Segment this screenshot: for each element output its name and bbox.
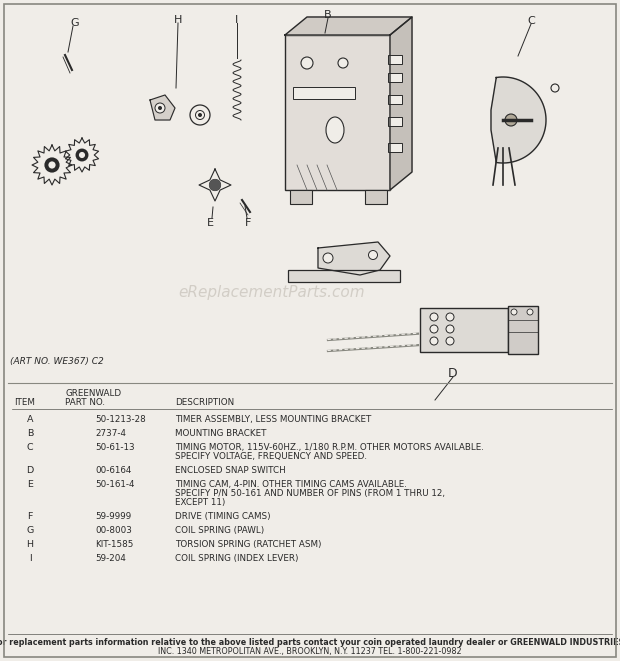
- Text: I: I: [29, 554, 32, 563]
- Circle shape: [155, 103, 165, 113]
- Text: COIL SPRING (INDEX LEVER): COIL SPRING (INDEX LEVER): [175, 554, 298, 563]
- Text: C: C: [27, 443, 33, 452]
- Text: For replacement parts information relative to the above listed parts contact you: For replacement parts information relati…: [0, 638, 620, 647]
- Text: (ART NO. WE367) C2: (ART NO. WE367) C2: [10, 357, 104, 366]
- Circle shape: [212, 182, 218, 188]
- Text: B: B: [324, 10, 332, 20]
- Circle shape: [511, 309, 517, 315]
- Text: D: D: [27, 466, 33, 475]
- Bar: [365, 190, 387, 204]
- Circle shape: [76, 149, 89, 161]
- Text: TIMER ASSEMBLY, LESS MOUNTING BRACKET: TIMER ASSEMBLY, LESS MOUNTING BRACKET: [175, 415, 371, 424]
- Text: B: B: [27, 429, 33, 438]
- Polygon shape: [285, 17, 412, 35]
- Text: DRIVE (TIMING CAMS): DRIVE (TIMING CAMS): [175, 512, 270, 521]
- Circle shape: [527, 309, 533, 315]
- Polygon shape: [390, 17, 412, 190]
- Text: 50-161-4: 50-161-4: [95, 480, 135, 489]
- Text: A: A: [27, 415, 33, 424]
- Text: TIMING CAM, 4-PIN. OTHER TIMING CAMS AVAILABLE.: TIMING CAM, 4-PIN. OTHER TIMING CAMS AVA…: [175, 480, 407, 489]
- Circle shape: [551, 84, 559, 92]
- Text: DESCRIPTION: DESCRIPTION: [175, 398, 234, 407]
- Bar: [420, 308, 508, 352]
- Bar: [290, 190, 312, 204]
- Text: 00-8003: 00-8003: [95, 526, 132, 535]
- Bar: [388, 117, 402, 126]
- Text: E: E: [27, 480, 33, 489]
- Text: 59-9999: 59-9999: [95, 512, 131, 521]
- Bar: [388, 95, 402, 104]
- Text: TIMING MOTOR, 115V-60HZ., 1/180 R.P.M. OTHER MOTORS AVAILABLE.: TIMING MOTOR, 115V-60HZ., 1/180 R.P.M. O…: [175, 443, 484, 452]
- Circle shape: [446, 313, 454, 321]
- Circle shape: [301, 57, 313, 69]
- Circle shape: [323, 253, 333, 263]
- Text: TORSION SPRING (RATCHET ASM): TORSION SPRING (RATCHET ASM): [175, 540, 322, 549]
- Circle shape: [209, 179, 221, 191]
- Bar: [288, 270, 400, 282]
- Text: 59-204: 59-204: [95, 554, 126, 563]
- Circle shape: [446, 325, 454, 333]
- Polygon shape: [491, 77, 546, 163]
- Text: F: F: [27, 512, 33, 521]
- Text: SPECIFY VOLTAGE, FREQUENCY AND SPEED.: SPECIFY VOLTAGE, FREQUENCY AND SPEED.: [175, 452, 367, 461]
- Text: G: G: [71, 18, 79, 28]
- Circle shape: [338, 58, 348, 68]
- Text: 50-1213-28: 50-1213-28: [95, 415, 146, 424]
- Bar: [388, 55, 402, 64]
- Bar: [285, 35, 390, 190]
- Bar: [388, 143, 402, 152]
- Text: H: H: [27, 540, 33, 549]
- Text: GREENWALD: GREENWALD: [65, 389, 121, 398]
- Text: 2737-4: 2737-4: [95, 429, 126, 438]
- Circle shape: [45, 157, 60, 173]
- Text: MOUNTING BRACKET: MOUNTING BRACKET: [175, 429, 267, 438]
- Bar: [293, 87, 355, 99]
- Text: I: I: [236, 15, 239, 25]
- Circle shape: [198, 113, 202, 117]
- Polygon shape: [150, 95, 175, 120]
- Text: G: G: [27, 526, 33, 535]
- Circle shape: [195, 110, 205, 120]
- Text: eReplacementParts.com: eReplacementParts.com: [179, 284, 365, 299]
- Text: COIL SPRING (PAWL): COIL SPRING (PAWL): [175, 526, 264, 535]
- Text: ENCLOSED SNAP SWITCH: ENCLOSED SNAP SWITCH: [175, 466, 286, 475]
- Text: ITEM: ITEM: [14, 398, 35, 407]
- Circle shape: [430, 337, 438, 345]
- Text: D: D: [448, 367, 458, 380]
- Text: PART NO.: PART NO.: [65, 398, 105, 407]
- Circle shape: [368, 251, 378, 260]
- Circle shape: [430, 325, 438, 333]
- Text: SPECIFY P/N 50-161 AND NUMBER OF PINS (FROM 1 THRU 12,: SPECIFY P/N 50-161 AND NUMBER OF PINS (F…: [175, 489, 445, 498]
- Text: H: H: [174, 15, 182, 25]
- Text: 00-6164: 00-6164: [95, 466, 131, 475]
- Circle shape: [158, 106, 162, 110]
- Bar: [508, 306, 538, 354]
- Circle shape: [209, 179, 221, 191]
- Circle shape: [79, 152, 85, 158]
- Ellipse shape: [326, 117, 344, 143]
- Circle shape: [430, 313, 438, 321]
- Text: INC. 1340 METROPOLITAN AVE., BROOKLYN, N.Y. 11237 TEL. 1-800-221-0982: INC. 1340 METROPOLITAN AVE., BROOKLYN, N…: [158, 647, 462, 656]
- Text: KIT-1585: KIT-1585: [95, 540, 133, 549]
- Polygon shape: [318, 242, 390, 275]
- Circle shape: [505, 114, 517, 126]
- Circle shape: [190, 105, 210, 125]
- Circle shape: [446, 337, 454, 345]
- Text: C: C: [527, 16, 535, 26]
- Text: E: E: [206, 218, 213, 228]
- Text: F: F: [245, 218, 251, 228]
- Text: 50-61-13: 50-61-13: [95, 443, 135, 452]
- Text: EXCEPT 11): EXCEPT 11): [175, 498, 226, 507]
- Bar: [388, 73, 402, 82]
- Circle shape: [48, 161, 56, 169]
